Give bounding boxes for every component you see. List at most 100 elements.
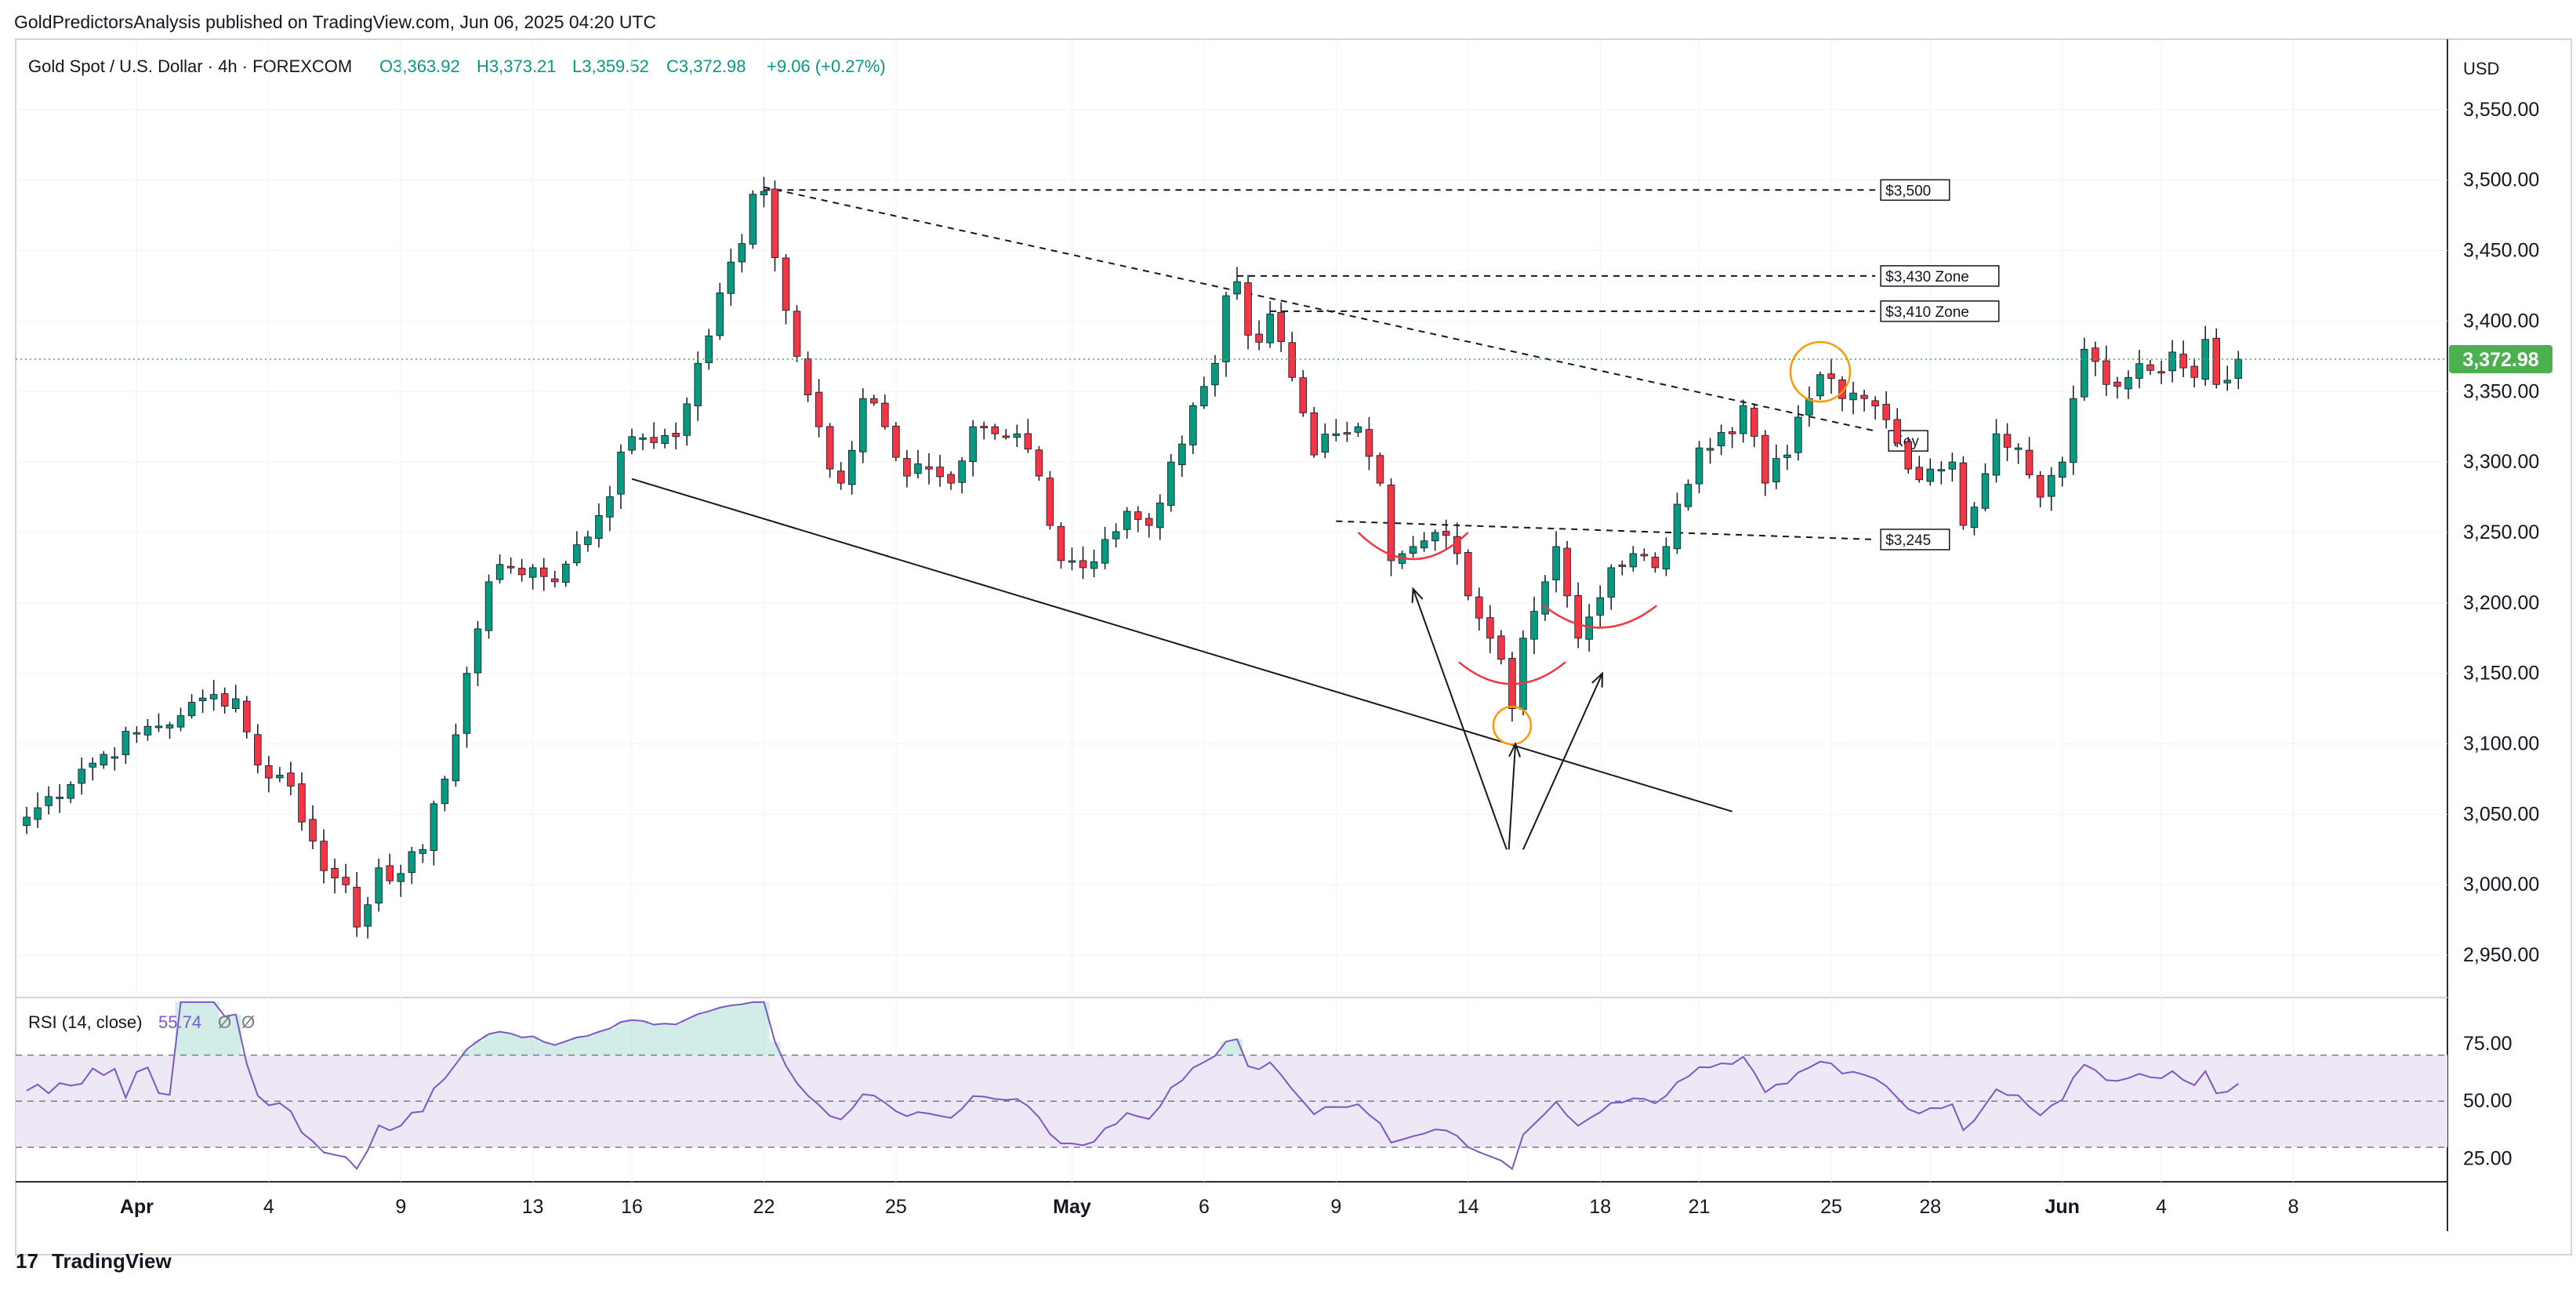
candle[interactable] [342,863,350,893]
candle[interactable] [1552,531,1560,593]
candle[interactable] [1035,445,1043,481]
candle[interactable] [1354,423,1362,438]
candle[interactable] [2157,360,2165,384]
candle[interactable] [1849,381,1857,415]
breakout-circle[interactable] [1789,340,1852,403]
candle[interactable] [936,454,944,487]
candle[interactable] [2135,350,2143,389]
candle[interactable] [551,570,559,588]
candle[interactable] [1156,494,1164,540]
candle[interactable] [815,379,823,438]
candle[interactable] [276,767,284,783]
candle[interactable] [639,433,647,451]
candle[interactable] [2212,329,2220,389]
rsi-line[interactable] [26,1001,2239,1171]
candle[interactable] [1266,301,1274,348]
candle[interactable] [1024,419,1032,453]
bottom-circle[interactable] [1492,705,1533,746]
candle[interactable] [2014,443,2023,464]
candle[interactable] [1970,502,1979,536]
level-line[interactable] [1336,520,1876,540]
candle[interactable] [198,689,207,714]
candle[interactable] [1123,507,1131,539]
right-shoulder-arc[interactable] [1543,605,1657,629]
candle[interactable] [132,726,141,743]
candle[interactable] [2179,340,2187,377]
candle[interactable] [716,282,724,340]
key-trendline[interactable] [764,186,1876,432]
candle[interactable] [298,772,306,831]
candle[interactable] [1893,408,1901,448]
candle[interactable] [1057,521,1065,569]
candle[interactable] [176,707,185,732]
candle[interactable] [1981,463,1990,511]
candle[interactable] [1596,585,1604,627]
candle[interactable] [2190,358,2198,388]
candle[interactable] [111,747,119,771]
candle[interactable] [89,757,97,781]
candle[interactable] [1365,417,1373,471]
candle[interactable] [1464,549,1472,601]
candle[interactable] [2201,325,2209,386]
candle[interactable] [650,422,658,449]
candle[interactable] [825,423,834,478]
candle[interactable] [1640,548,1649,561]
candle[interactable] [1343,421,1351,442]
candle[interactable] [1717,424,1725,456]
candle[interactable] [23,806,31,834]
arrow-head[interactable] [1508,741,1522,850]
candle[interactable] [2081,337,2088,402]
candle[interactable] [243,696,251,739]
candle[interactable] [1134,506,1142,532]
candle[interactable] [100,750,108,769]
candle[interactable] [705,329,713,370]
candle[interactable] [1321,423,1330,459]
candle[interactable] [738,234,746,273]
candle[interactable] [254,724,262,774]
candle[interactable] [1299,369,1307,417]
last-price-badge[interactable] [2449,344,2552,373]
candle[interactable] [947,471,955,490]
candle[interactable] [892,422,900,462]
candle[interactable] [1431,529,1439,551]
candle[interactable] [991,423,999,440]
candle[interactable] [573,531,581,566]
candle[interactable] [628,428,636,455]
candle[interactable] [1332,419,1341,442]
candle[interactable] [1882,391,1890,429]
candle[interactable] [353,871,361,937]
candle[interactable] [463,667,471,748]
candle[interactable] [1090,549,1098,578]
candle[interactable] [1244,274,1252,350]
candle[interactable] [1673,492,1682,554]
candle[interactable] [1013,424,1021,447]
candle[interactable] [1387,478,1395,576]
candle[interactable] [1530,597,1538,655]
candle[interactable] [1222,292,1230,377]
candle[interactable] [749,190,757,249]
candle[interactable] [969,420,977,477]
candle[interactable] [1695,441,1703,493]
candle[interactable] [980,421,988,440]
candle[interactable] [386,853,394,885]
candle[interactable] [1750,403,1758,448]
candle[interactable] [45,786,53,815]
candle[interactable] [452,723,460,787]
candle[interactable] [1211,354,1219,397]
candle[interactable] [1409,536,1417,558]
candle[interactable] [683,397,691,446]
candle[interactable] [1189,402,1197,455]
candle[interactable] [2113,376,2121,399]
candle[interactable] [1739,399,1747,443]
candle[interactable] [1860,390,1868,412]
candle[interactable] [2103,345,2110,396]
candle[interactable] [1475,587,1483,631]
candle[interactable] [672,422,680,450]
candle[interactable] [562,561,570,587]
candle[interactable] [2047,467,2055,511]
candle[interactable] [1497,630,1505,665]
candle[interactable] [1398,551,1406,569]
candle[interactable] [1442,519,1450,551]
candle[interactable] [760,176,768,208]
